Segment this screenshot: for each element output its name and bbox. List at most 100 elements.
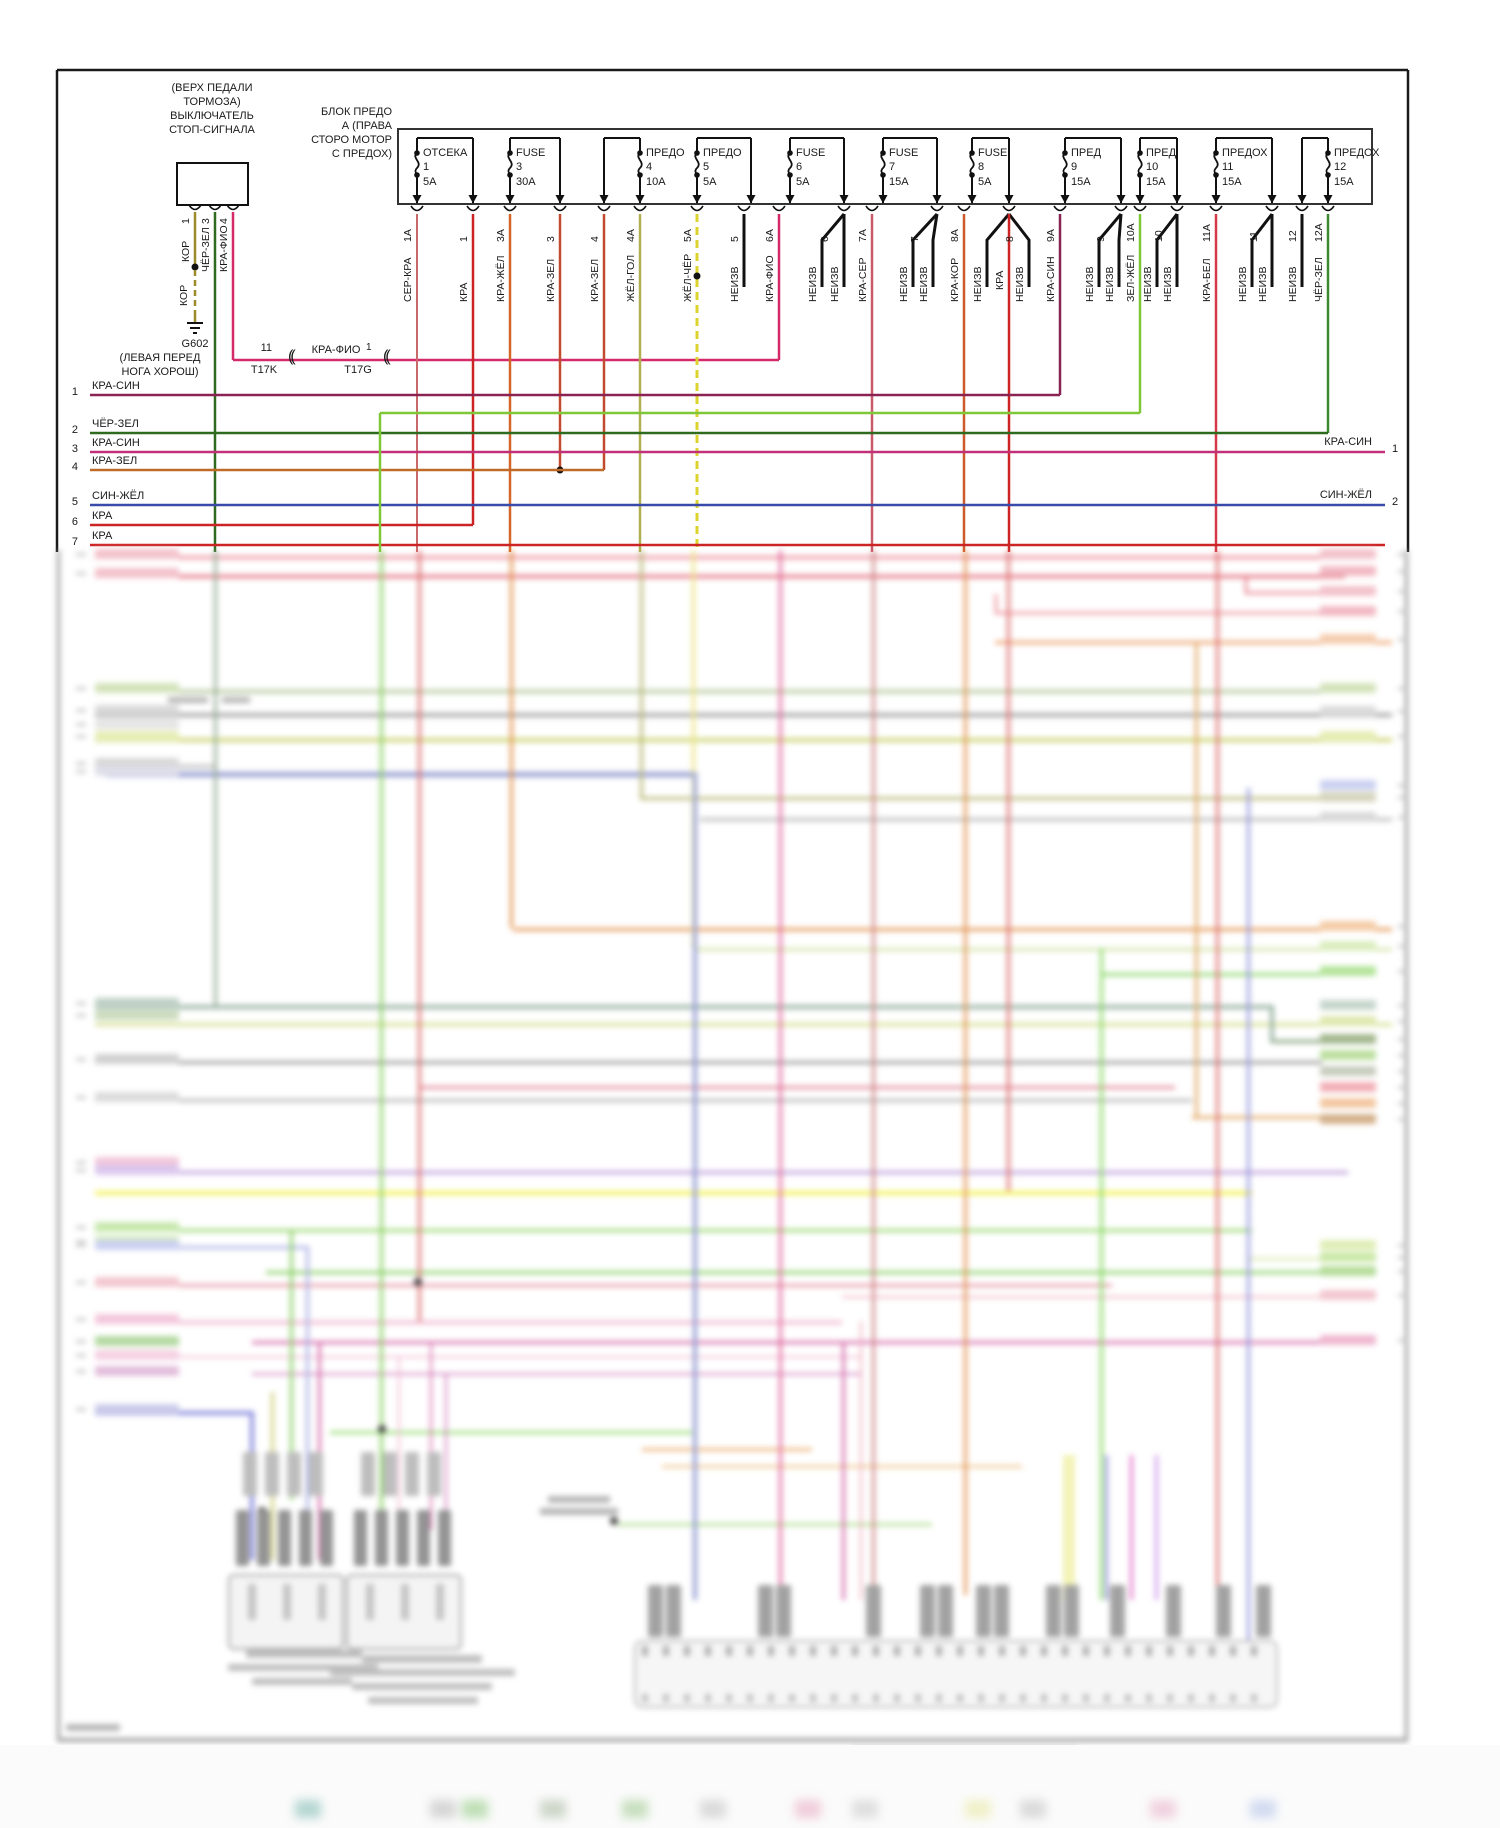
blurred-shape	[330, 1669, 515, 1676]
wire-color-label: НЕИЗВ	[972, 266, 984, 302]
blurred-shape	[663, 1646, 669, 1656]
fuse-amp: 15А	[889, 176, 909, 188]
fuse-name: ПРЕДО	[646, 147, 685, 159]
blurred-shape	[257, 1510, 270, 1566]
fuse-pin: 3	[516, 161, 523, 173]
page-bottom-edge	[0, 1745, 1500, 1828]
blurred-shape	[852, 1646, 858, 1656]
blurred-shape	[380, 550, 383, 1530]
wire-color-label: КРА-СЕР	[857, 257, 869, 302]
blurred-shape	[642, 1694, 648, 1702]
fuse-block-label: СТОРО МОТОР	[311, 134, 392, 146]
blurred-shape	[1146, 1646, 1152, 1656]
fuse-output-pin-number: 11А	[1201, 224, 1213, 242]
fuse-output-pin-number: 3А	[495, 229, 507, 242]
blurred-shape	[1195, 641, 1198, 1116]
fuse-output-pin-number: 7А	[857, 229, 869, 242]
blurred-shape	[978, 1694, 984, 1702]
blurred-shape	[1320, 634, 1376, 644]
fuse-output-arc	[1053, 205, 1067, 212]
wire-color-label: ЧЁР-ЗЕЛ	[1313, 257, 1325, 302]
blurred-shape	[95, 738, 1392, 742]
blurred-shape	[352, 1683, 492, 1690]
blurred-shape	[76, 709, 86, 712]
blurred-shape	[1020, 1646, 1026, 1656]
fuse-output-pin-number: 5А	[682, 229, 694, 242]
blurred-shape	[1398, 1339, 1407, 1342]
stop-switch-box	[176, 162, 249, 206]
fuse-output-arc	[553, 205, 567, 212]
fuse-element-icon	[694, 152, 700, 175]
blurred-shape	[76, 1281, 86, 1284]
blurred-shape	[1083, 1694, 1089, 1702]
blurred-shape	[265, 1452, 279, 1496]
stop-switch-label: (ВЕРХ ПЕДАЛИ	[171, 82, 253, 94]
fuse-pin: 12	[1334, 161, 1347, 173]
blurred-shape	[1125, 1646, 1131, 1656]
blurred-shape	[76, 1240, 86, 1243]
blurred-shape	[76, 1014, 86, 1017]
blurred-shape	[1320, 731, 1376, 741]
blurred-shape	[1167, 1694, 1173, 1702]
wire-color-label: ЖЁЛ-ЧЁР	[682, 253, 694, 302]
blurred-shape	[1405, 550, 1408, 1742]
blurred-shape	[95, 1157, 179, 1167]
blurred-shape	[1041, 1694, 1047, 1702]
fuse-element-icon	[880, 152, 886, 175]
fuse-name: FUSE	[516, 147, 546, 159]
fuse-exit-arrow	[505, 195, 515, 204]
blurred-shape	[1398, 970, 1407, 973]
splice-pin-number: 11	[260, 342, 272, 354]
wire-color-label: ЧЁР-ЗЕЛ	[92, 418, 139, 430]
wire-color-label: НЕИЗВ	[1142, 266, 1154, 302]
blurred-shape	[700, 1800, 726, 1818]
blurred-shape	[513, 928, 1392, 931]
blurred-shape	[95, 766, 179, 776]
blurred-shape	[1188, 1646, 1194, 1656]
fuse-element-icon	[1213, 152, 1219, 175]
blurred-shape	[831, 1694, 837, 1702]
blurred-shape	[76, 1226, 86, 1229]
blurred-shape	[1320, 683, 1376, 693]
fuse-output-arc	[1265, 205, 1279, 212]
blurred-shape	[995, 641, 1392, 644]
blurred-shape	[95, 1023, 1392, 1026]
blurred-shape	[610, 1517, 618, 1525]
wire-number: 1	[1392, 443, 1399, 455]
fuse-output-pin-number: 5	[729, 236, 741, 242]
stop-switch-label: ТОРМОЗА)	[183, 96, 241, 108]
blurred-shape	[1245, 592, 1345, 594]
wire-color-label: КРА-ЗЕЛ	[589, 258, 601, 302]
fuse-exit-arrow	[932, 195, 942, 204]
fuse-output-arc	[1321, 205, 1335, 212]
fuse-exit-arrow	[1135, 195, 1145, 204]
blurred-shape	[1320, 1050, 1376, 1060]
splice-symbol-icon: ((	[288, 348, 296, 365]
fuse-amp: 5А	[423, 176, 437, 188]
blurred-shape	[299, 1510, 312, 1566]
fuse-output-arc	[1133, 205, 1147, 212]
blurred-shape	[640, 550, 643, 797]
splice-wire-label: КРА-ФИО	[311, 344, 361, 356]
splice-connector-id: T17G	[344, 364, 372, 376]
blurred-shape	[95, 1005, 1270, 1009]
wire-color-label: КОР	[178, 284, 190, 306]
blurred-shape	[1247, 788, 1250, 1655]
blurred-shape	[697, 948, 1392, 951]
fuse-element-icon	[1325, 152, 1331, 175]
blurred-shape	[76, 1096, 86, 1099]
blurred-shape	[1320, 606, 1376, 616]
blurred-shape	[1398, 1004, 1407, 1007]
fuse-output-pin-number: 9	[1095, 236, 1107, 242]
blurred-shape	[1062, 1646, 1068, 1656]
fuse-element-icon	[1137, 152, 1143, 175]
fuse-exit-arrow	[692, 195, 702, 204]
blurred-shape	[76, 1318, 86, 1321]
blurred-shape	[705, 1646, 711, 1656]
blurred-shape	[1398, 1038, 1407, 1041]
blurred-shape	[1398, 784, 1407, 787]
blurred-shape	[95, 1277, 179, 1287]
fuse-exit-arrow	[1297, 195, 1307, 204]
blurred-shape	[1104, 1646, 1110, 1656]
stop-switch-pin-arc	[208, 204, 222, 211]
